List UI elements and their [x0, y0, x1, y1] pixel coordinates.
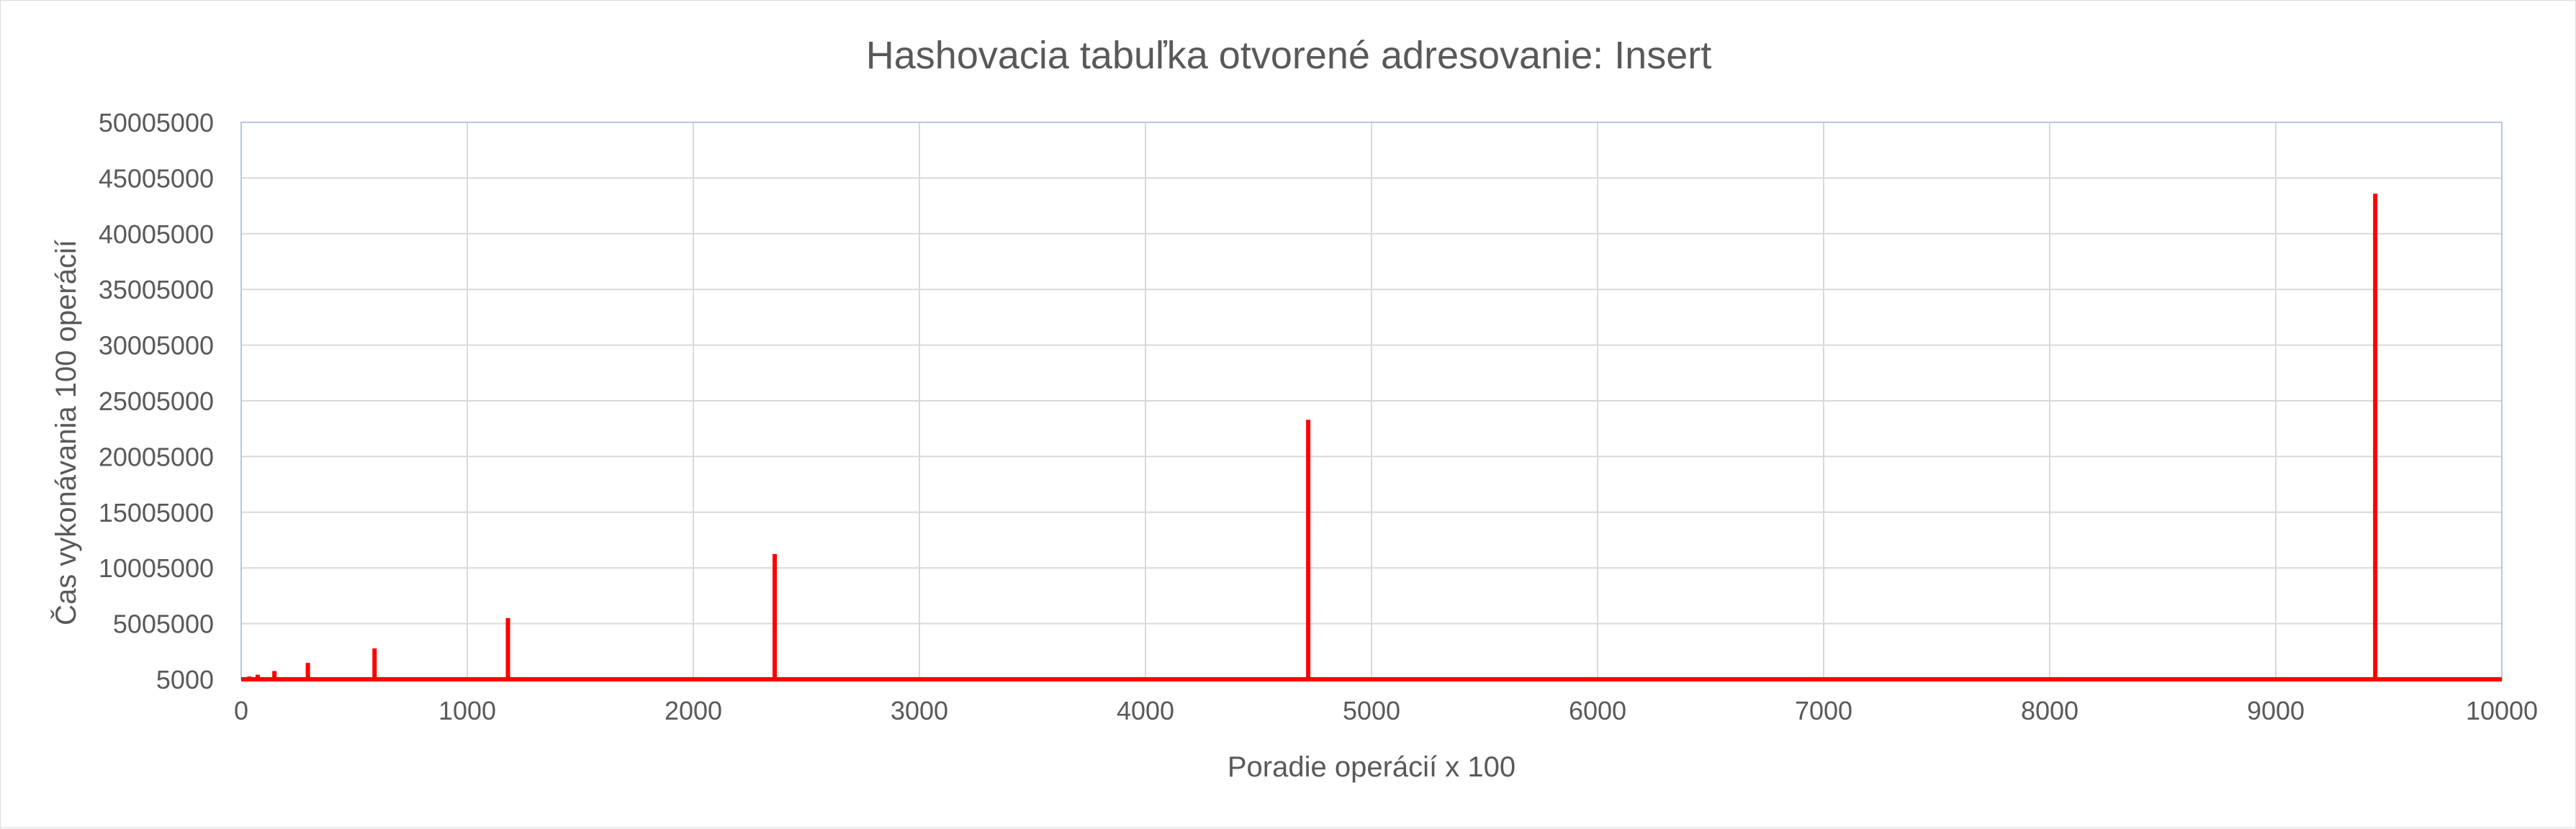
y-axis-title: Čas vykonávania 100 operácií — [50, 240, 82, 625]
x-tick-label: 5000 — [1343, 696, 1400, 725]
x-tick-label: 9000 — [2247, 696, 2305, 725]
series-layer — [241, 194, 2502, 681]
x-tick-label: 6000 — [1569, 696, 1626, 725]
y-tick-label: 40005000 — [99, 219, 214, 249]
y-tick-label: 20005000 — [99, 442, 214, 471]
y-tick-label: 5005000 — [113, 610, 214, 639]
y-tick-label: 45005000 — [99, 163, 214, 193]
y-tick-label: 35005000 — [99, 275, 214, 304]
x-tick-label: 8000 — [2021, 696, 2079, 725]
y-tick-label: 5000 — [156, 665, 214, 694]
chart-title: Hashovacia tabuľka otvorené adresovanie:… — [866, 34, 1711, 77]
y-tick-label: 30005000 — [99, 331, 214, 361]
x-tick-label: 2000 — [665, 696, 722, 725]
gridlines — [240, 122, 2503, 680]
y-axis-tick-labels: 5000 5005000 10005000 15005000 20005000 25005… — [99, 108, 214, 694]
x-axis-title: Poradie operácií x 100 — [1228, 751, 1516, 783]
y-tick-label: 15005000 — [99, 498, 214, 527]
x-tick-label: 3000 — [891, 696, 948, 725]
y-tick-label: 25005000 — [99, 386, 214, 416]
x-tick-label: 4000 — [1117, 696, 1174, 725]
x-tick-label: 7000 — [1795, 696, 1852, 725]
x-tick-label: 1000 — [438, 696, 496, 725]
x-tick-label: 10000 — [2466, 696, 2538, 725]
y-tick-label: 10005000 — [99, 553, 214, 583]
y-tick-label: 50005000 — [99, 108, 214, 137]
x-tick-label: 0 — [234, 696, 248, 725]
x-axis-tick-labels: 0 1000 2000 3000 4000 5000 6000 7000 8000 9000 100… — [234, 696, 2538, 725]
